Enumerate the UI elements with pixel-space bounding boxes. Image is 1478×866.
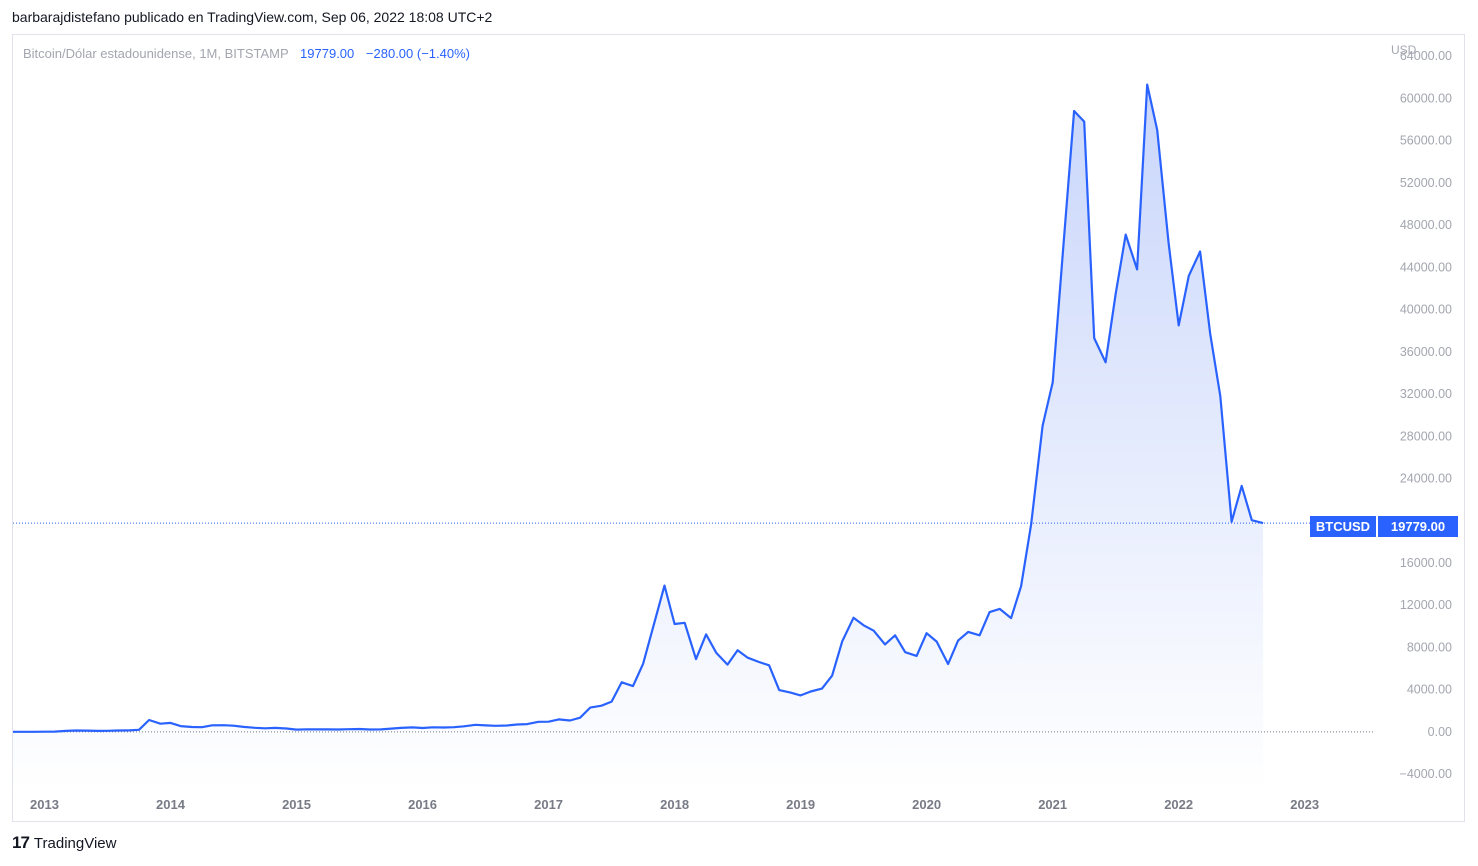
x-tick-label: 2013 xyxy=(30,797,59,812)
y-tick-label: 48000.00 xyxy=(1400,218,1452,232)
chart-legend: Bitcoin/Dólar estadounidense, 1M, BITSTA… xyxy=(23,46,470,61)
legend-symbol: Bitcoin/Dólar estadounidense, 1M, BITSTA… xyxy=(23,46,289,61)
last-price-badge: BTCUSD 19779.00 xyxy=(1310,516,1458,537)
y-tick-label: 60000.00 xyxy=(1400,91,1452,105)
tradingview-brand: TradingView xyxy=(33,834,117,852)
x-tick-label: 2022 xyxy=(1164,797,1193,812)
y-tick-label: 24000.00 xyxy=(1400,471,1452,485)
tradingview-logo-icon: 17 xyxy=(12,833,30,852)
y-tick-label: 4000.00 xyxy=(1407,683,1452,697)
x-tick-label: 2017 xyxy=(534,797,563,812)
ticker-badge-label: BTCUSD xyxy=(1316,519,1370,534)
y-tick-label: 16000.00 xyxy=(1400,556,1452,570)
y-tick-label: 12000.00 xyxy=(1400,598,1452,612)
x-axis-labels: 2013 2014 2015 2016 2017 2018 2019 2020 2021 2022… xyxy=(30,797,1319,812)
y-axis-labels: 64000.00 60000.00 56000.00 52000.00 48000.00… xyxy=(1400,49,1453,781)
y-tick-label: 52000.00 xyxy=(1400,176,1452,190)
x-tick-label: 2020 xyxy=(912,797,941,812)
y-tick-label: 0.00 xyxy=(1428,725,1452,739)
y-tick-label: 56000.00 xyxy=(1400,134,1452,148)
x-tick-label: 2019 xyxy=(786,797,815,812)
legend-change: −280.00 (−1.40%) xyxy=(365,46,470,61)
y-tick-label: 36000.00 xyxy=(1400,345,1452,359)
y-tick-label: 28000.00 xyxy=(1400,429,1452,443)
x-tick-label: 2023 xyxy=(1290,797,1319,812)
x-tick-label: 2021 xyxy=(1038,797,1067,812)
x-tick-label: 2014 xyxy=(156,797,186,812)
tradingview-footer[interactable]: 17 TradingView xyxy=(12,833,116,853)
y-tick-label: −4000.00 xyxy=(1400,767,1453,781)
currency-label: USD xyxy=(1391,43,1417,57)
price-area-fill xyxy=(13,84,1264,791)
price-badge xyxy=(1378,516,1458,537)
x-tick-label: 2015 xyxy=(282,797,311,812)
x-tick-label: 2016 xyxy=(408,797,437,812)
y-tick-label: 32000.00 xyxy=(1400,387,1452,401)
ticker-badge xyxy=(1310,516,1376,537)
price-badge-label: 19779.00 xyxy=(1391,519,1445,534)
chart-frame xyxy=(12,34,1465,822)
y-tick-label: 40000.00 xyxy=(1400,303,1452,317)
publish-line: barbarajdistefano publicado en TradingVi… xyxy=(12,9,493,25)
x-tick-label: 2018 xyxy=(660,797,689,812)
y-tick-label: 44000.00 xyxy=(1400,260,1452,274)
y-tick-label: 64000.00 xyxy=(1400,49,1452,63)
y-tick-label: 8000.00 xyxy=(1407,640,1452,654)
legend-last-price: 19779.00 xyxy=(300,46,355,61)
price-line[interactable] xyxy=(13,83,1264,733)
